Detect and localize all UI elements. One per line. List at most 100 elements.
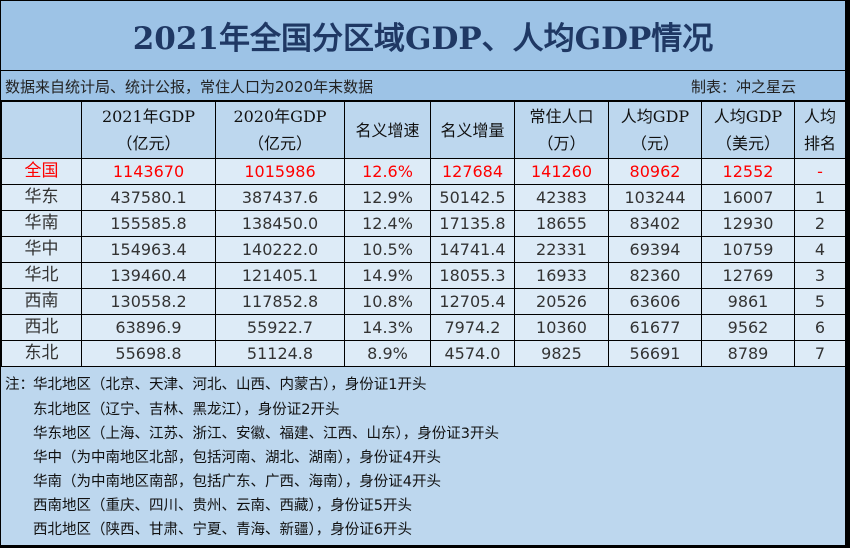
cell-gdp-2020: 55922.7	[215, 314, 345, 341]
cell-gdp-2021: 63896.9	[81, 314, 216, 341]
cell-rank: 3	[794, 262, 846, 289]
cell-region: 华北	[1, 262, 82, 289]
author-credit: 制表：冲之星云	[691, 78, 797, 96]
cell-per-capita-cny: 69394	[608, 236, 702, 263]
note-line: 华北地区（北京、天津、河北、山西、内蒙古），身份证1开头	[33, 377, 427, 393]
cell-increase: 12705.4	[430, 288, 515, 315]
header-label: 人均GDP	[713, 107, 783, 126]
cell-population: 16933	[514, 262, 609, 289]
cell-rank: 6	[794, 314, 846, 341]
cell-per-capita-cny: 56691	[608, 340, 702, 367]
header-label: 人均GDP	[620, 107, 690, 126]
cell-rank: 4	[794, 236, 846, 263]
cell-population: 9825	[514, 340, 609, 367]
cell-region: 西北	[1, 314, 82, 341]
note-line: 华南（为中南地区南部，包括广东、广西、海南），身份证4开头	[33, 474, 441, 490]
cell-gdp-2020: 387437.6	[215, 184, 345, 211]
header-unit: （美元）	[715, 134, 780, 153]
cell-growth: 12.4%	[344, 210, 431, 237]
notes-section: 注： 华北地区（北京、天津、河北、山西、内蒙古），身份证1开头 东北地区（辽宁、…	[1, 367, 845, 545]
cell-region: 全国	[1, 158, 82, 185]
table-row: 西北 63896.9 55922.7 14.3% 7974.2 10360 61…	[1, 314, 846, 341]
header-rank: 人均 排名	[794, 101, 846, 159]
page-title: 2021年全国分区域GDP、人均GDP情况	[1, 1, 845, 71]
subtitle-bar: 数据来自统计局、统计公报，常住人口为2020年末数据 制表：冲之星云	[1, 71, 845, 101]
table-row: 东北 55698.8 51124.8 8.9% 4574.0 9825 5669…	[1, 340, 846, 367]
cell-growth: 14.9%	[344, 262, 431, 289]
cell-population: 10360	[514, 314, 609, 341]
header-label: 人均	[803, 107, 836, 126]
table-row: 西南 130558.2 117852.8 10.8% 12705.4 20526…	[1, 288, 846, 315]
cell-gdp-2020: 1015986	[215, 158, 345, 185]
cell-gdp-2020: 117852.8	[215, 288, 345, 315]
cell-growth: 10.8%	[344, 288, 431, 315]
note-line: 东北地区（辽宁、吉林、黑龙江），身份证2开头	[33, 402, 340, 418]
cell-gdp-2021: 130558.2	[81, 288, 216, 315]
header-per-capita-usd: 人均GDP （美元）	[701, 101, 795, 159]
header-unit: （亿元）	[116, 134, 181, 153]
cell-gdp-2020: 121405.1	[215, 262, 345, 289]
header-gdp-2021: 2021年GDP （亿元）	[81, 101, 216, 159]
cell-gdp-2021: 55698.8	[81, 340, 216, 367]
cell-per-capita-usd: 9861	[701, 288, 795, 315]
cell-increase: 14741.4	[430, 236, 515, 263]
cell-region: 华南	[1, 210, 82, 237]
table-row: 华北 139460.4 121405.1 14.9% 18055.3 16933…	[1, 262, 846, 289]
cell-growth: 10.5%	[344, 236, 431, 263]
cell-rank: 2	[794, 210, 846, 237]
cell-gdp-2020: 138450.0	[215, 210, 345, 237]
cell-per-capita-usd: 8789	[701, 340, 795, 367]
header-label: 2020年GDP	[233, 107, 327, 126]
cell-gdp-2021: 437580.1	[81, 184, 216, 211]
cell-increase: 17135.8	[430, 210, 515, 237]
header-gdp-2020: 2020年GDP （亿元）	[215, 101, 345, 159]
cell-rank: 5	[794, 288, 846, 315]
cell-increase: 4574.0	[430, 340, 515, 367]
cell-per-capita-cny: 82360	[608, 262, 702, 289]
header-unit: （万）	[537, 134, 586, 153]
header-label: 常住人口	[529, 107, 594, 126]
note-line: 西南地区（重庆、四川、贵州、云南、西藏），身份证5开头	[33, 498, 412, 514]
note-line: 华中（为中南地区北部，包括河南、湖北、湖南），身份证4开头	[33, 450, 441, 466]
header-label: 名义增速	[355, 120, 420, 140]
cell-growth: 12.9%	[344, 184, 431, 211]
header-nominal-increase: 名义增量	[430, 101, 515, 159]
table-row-national: 全国 1143670 1015986 12.6% 127684 141260 8…	[1, 158, 846, 185]
note-line: 西北地区（陕西、甘肃、宁夏、青海、新疆），身份证6开头	[33, 522, 412, 538]
header-nominal-growth: 名义增速	[344, 101, 431, 159]
cell-gdp-2021: 155585.8	[81, 210, 216, 237]
cell-rank: -	[794, 158, 846, 185]
cell-increase: 127684	[430, 158, 515, 185]
gdp-table: 2021年GDP （亿元） 2020年GDP （亿元） 名义增速 名义增量 常住人口…	[1, 101, 846, 367]
header-label: 2021年GDP	[101, 107, 196, 126]
cell-population: 22331	[514, 236, 609, 263]
cell-gdp-2021: 154963.4	[81, 236, 216, 263]
cell-population: 141260	[514, 158, 609, 185]
note-line: 华东地区（上海、江苏、浙江、安徽、福建、江西、山东），身份证3开头	[33, 426, 499, 442]
cell-increase: 50142.5	[430, 184, 515, 211]
cell-per-capita-usd: 12769	[701, 262, 795, 289]
cell-per-capita-cny: 103244	[608, 184, 702, 211]
cell-region: 西南	[1, 288, 82, 315]
cell-increase: 18055.3	[430, 262, 515, 289]
header-region	[1, 101, 82, 159]
cell-per-capita-usd: 10759	[701, 236, 795, 263]
cell-region: 华东	[1, 184, 82, 211]
cell-growth: 8.9%	[344, 340, 431, 367]
cell-per-capita-cny: 63606	[608, 288, 702, 315]
notes-prefix: 注：	[5, 377, 34, 393]
data-source-note: 数据来自统计局、统计公报，常住人口为2020年末数据	[5, 78, 374, 96]
header-population: 常住人口 （万）	[514, 101, 609, 159]
cell-region: 东北	[1, 340, 82, 367]
cell-population: 18655	[514, 210, 609, 237]
header-per-capita-cny: 人均GDP （元）	[608, 101, 702, 159]
table-row: 华东 437580.1 387437.6 12.9% 50142.5 42383…	[1, 184, 846, 211]
cell-growth: 12.6%	[344, 158, 431, 185]
table-row: 华中 154963.4 140222.0 10.5% 14741.4 22331…	[1, 236, 846, 263]
cell-per-capita-usd: 12552	[701, 158, 795, 185]
cell-increase: 7974.2	[430, 314, 515, 341]
cell-gdp-2020: 140222.0	[215, 236, 345, 263]
cell-per-capita-usd: 16007	[701, 184, 795, 211]
table-row: 华南 155585.8 138450.0 12.4% 17135.8 18655…	[1, 210, 846, 237]
